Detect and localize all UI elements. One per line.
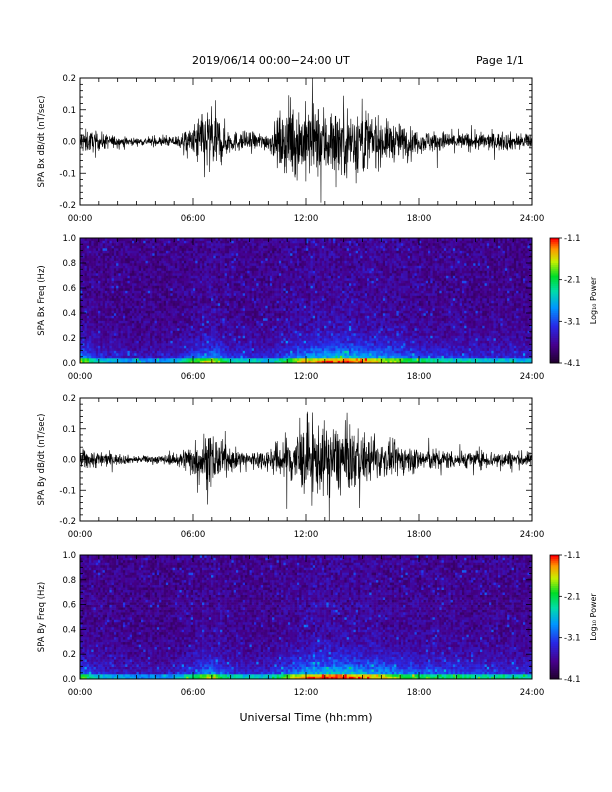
colorbar-tick-label: -3.1 [564, 634, 581, 644]
y-axis-label: SPA Bx dB/dt (nT/sec) [37, 96, 47, 188]
x-tick-label: 18:00 [407, 530, 432, 540]
y-tick-label: 0.4 [62, 309, 76, 319]
y-axis-label: SPA By Freq (Hz) [37, 582, 47, 652]
panel-2: 0.0 0.2 0.4 0.6 0.8 1.0 00:00 06:00 12:00 18:00 24… [37, 234, 544, 382]
x-tick-label: 24:00 [520, 688, 545, 698]
y-tick-label: 0.4 [62, 625, 76, 635]
colorbar-label: Log₁₀ Power [589, 276, 598, 324]
y-axis-label: SPA Bx Freq (Hz) [37, 265, 47, 335]
colorbar-tick-label: -1.1 [564, 551, 581, 561]
x-tick-label: 12:00 [294, 372, 319, 382]
x-tick-label: 00:00 [68, 214, 93, 224]
x-tick-label: 12:00 [294, 688, 319, 698]
y-tick-label: -0.2 [59, 517, 76, 527]
x-tick-label: 00:00 [68, 372, 93, 382]
panel-3: -0.2 -0.1 0.0 0.1 0.2 00:00 06:00 12:00 18:00 24:… [37, 394, 544, 540]
y-tick-label: 0.6 [62, 284, 76, 294]
x-axis-label: Universal Time (hh:mm) [240, 711, 373, 724]
panel-1: -0.2 -0.1 0.0 0.1 0.2 00:00 06:00 12:00 18:00 24:… [37, 74, 544, 224]
x-tick-label: 06:00 [181, 530, 206, 540]
x-tick-label: 12:00 [294, 214, 319, 224]
y-tick-label: 0.0 [62, 359, 76, 369]
x-tick-label: 18:00 [407, 688, 432, 698]
page-indicator: Page 1/1 [476, 54, 524, 67]
colorbar-2: -1.1 -2.1 -3.1 -4.1 Log₁₀ Power [549, 234, 598, 369]
y-tick-label: 0.2 [62, 650, 76, 660]
colorbar-tick-label: -4.1 [564, 675, 581, 685]
y-tick-label: -0.2 [59, 201, 76, 211]
y-tick-label: 0.8 [62, 576, 76, 586]
x-tick-label: 06:00 [181, 372, 206, 382]
colorbar-tick-label: -2.1 [564, 592, 581, 602]
y-tick-label: 0.2 [62, 334, 76, 344]
x-tick-label: 12:00 [294, 530, 319, 540]
y-axis-label: SPA By dB/dt (nT/sec) [37, 414, 47, 506]
plot-frame [79, 554, 533, 680]
colorbar-tick-label: -2.1 [564, 276, 581, 286]
signal-trace [80, 411, 532, 521]
y-tick-label: 0.0 [62, 138, 76, 148]
signal-trace [80, 78, 532, 203]
y-tick-label: 0.8 [62, 259, 76, 269]
spectrogram-4 [80, 555, 533, 680]
x-tick-label: 00:00 [68, 688, 93, 698]
y-tick-label: 0.6 [62, 601, 76, 611]
y-tick-label: 1.0 [62, 551, 76, 561]
panel-4: 0.0 0.2 0.4 0.6 0.8 1.0 00:00 06:00 12:00 18:00 24… [37, 551, 544, 698]
y-tick-label: 0.1 [62, 106, 76, 116]
x-tick-label: 00:00 [68, 530, 93, 540]
x-tick-label: 18:00 [407, 372, 432, 382]
y-tick-label: 0.2 [62, 74, 76, 84]
y-tick-label: 0.1 [62, 425, 76, 435]
plot-frame [79, 237, 533, 364]
y-tick-label: 0.0 [62, 456, 76, 466]
y-tick-label: -0.1 [59, 486, 76, 496]
y-tick-label: 1.0 [62, 234, 76, 244]
y-tick-label: 0.2 [62, 394, 76, 404]
x-tick-label: 24:00 [520, 214, 545, 224]
y-tick-label: -0.1 [59, 169, 76, 179]
x-tick-label: 24:00 [520, 530, 545, 540]
figure-title: 2019/06/14 00:00−24:00 UT [192, 54, 350, 67]
x-tick-label: 06:00 [181, 214, 206, 224]
colorbar-tick-label: -4.1 [564, 359, 581, 369]
colorbar-label: Log₁₀ Power [589, 593, 598, 641]
colorbar-4: -1.1 -2.1 -3.1 -4.1 Log₁₀ Power [549, 551, 598, 685]
spectrogram-2 [80, 238, 533, 364]
plot-frame [79, 77, 533, 206]
plot-frame [79, 397, 533, 522]
x-tick-label: 24:00 [520, 372, 545, 382]
y-tick-label: 0.0 [62, 675, 76, 685]
x-tick-label: 06:00 [181, 688, 206, 698]
colorbar-tick-label: -3.1 [564, 317, 581, 327]
colorbar-tick-label: -1.1 [564, 234, 581, 244]
x-tick-label: 18:00 [407, 214, 432, 224]
